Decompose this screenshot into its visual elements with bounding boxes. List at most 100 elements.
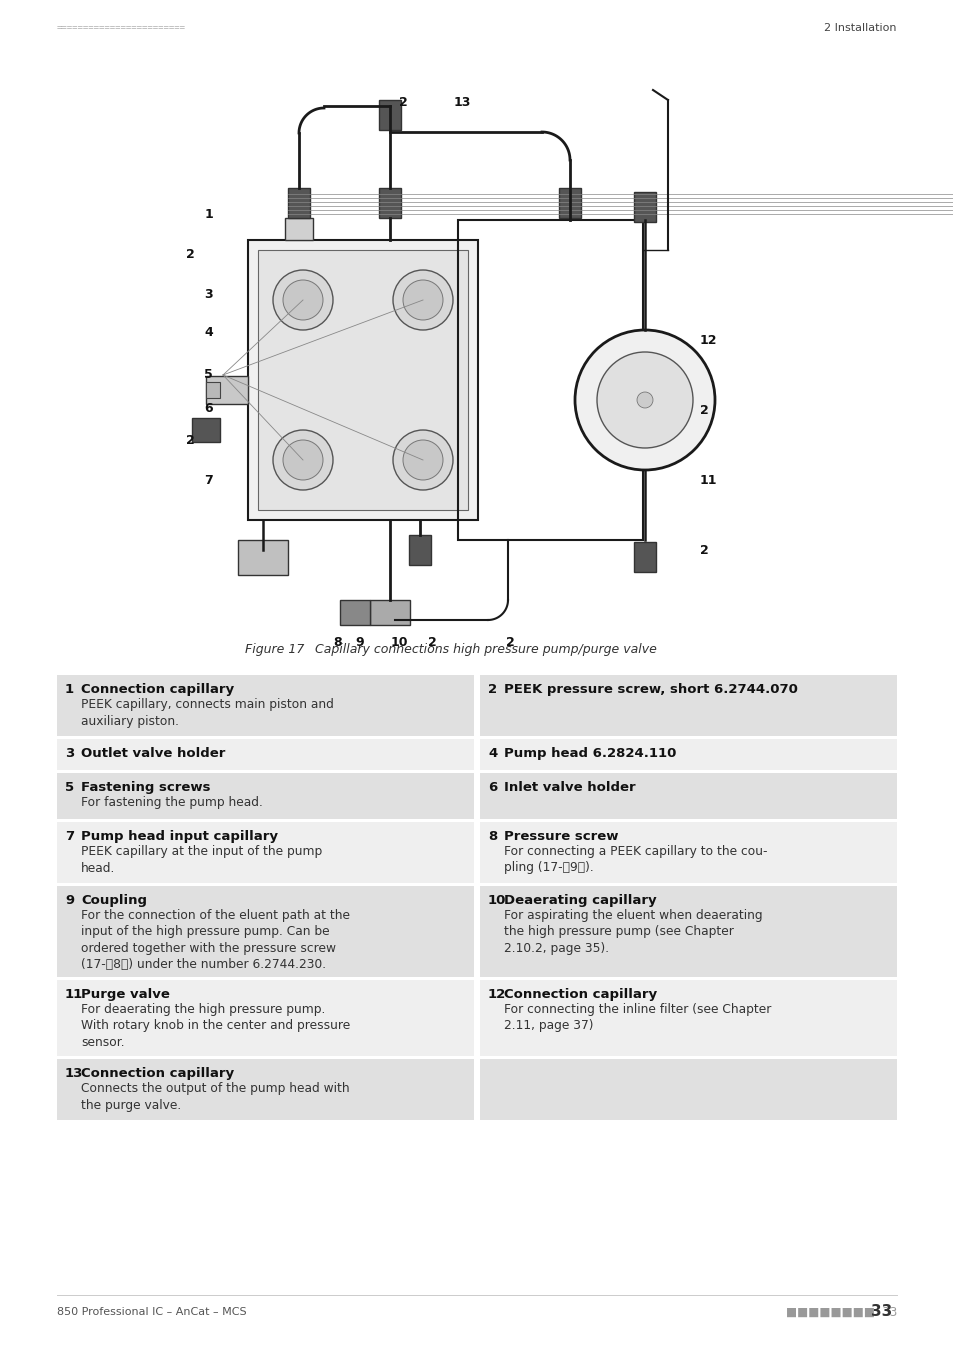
Text: 850 Professional IC – AnCat – MCS: 850 Professional IC – AnCat – MCS <box>57 1307 247 1318</box>
Text: 2: 2 <box>700 404 708 417</box>
Text: 7: 7 <box>204 474 213 486</box>
Text: For deaerating the high pressure pump.
With rotary knob in the center and pressu: For deaerating the high pressure pump. W… <box>81 1003 350 1049</box>
Text: 8: 8 <box>488 830 497 842</box>
Text: 12: 12 <box>488 988 506 1000</box>
Text: Purge valve: Purge valve <box>81 988 170 1000</box>
Text: Figure 17: Figure 17 <box>245 644 304 656</box>
Text: For connecting the inline filter (see Chapter
2.11, page 37): For connecting the inline filter (see Ch… <box>503 1003 771 1033</box>
Circle shape <box>575 329 714 470</box>
Text: 6: 6 <box>488 782 497 794</box>
FancyBboxPatch shape <box>237 540 288 575</box>
Text: Pressure screw: Pressure screw <box>503 830 618 842</box>
Circle shape <box>273 270 333 329</box>
FancyBboxPatch shape <box>479 675 896 736</box>
Text: 1: 1 <box>65 683 74 697</box>
FancyBboxPatch shape <box>378 100 400 130</box>
FancyBboxPatch shape <box>57 980 474 1056</box>
Circle shape <box>273 431 333 490</box>
Text: 6: 6 <box>204 401 213 414</box>
Text: 12: 12 <box>700 333 717 347</box>
Text: PEEK capillary at the input of the pump
head.: PEEK capillary at the input of the pump … <box>81 845 322 875</box>
Text: Connection capillary: Connection capillary <box>81 683 233 697</box>
Text: 13: 13 <box>65 1066 83 1080</box>
Text: 1: 1 <box>204 208 213 221</box>
FancyBboxPatch shape <box>634 192 656 221</box>
Text: 5: 5 <box>65 782 74 794</box>
FancyBboxPatch shape <box>479 822 896 883</box>
FancyBboxPatch shape <box>339 599 370 625</box>
Circle shape <box>393 270 453 329</box>
Text: 10: 10 <box>390 636 407 648</box>
FancyBboxPatch shape <box>288 188 310 217</box>
Text: 2: 2 <box>398 96 407 108</box>
Text: 8: 8 <box>334 636 342 648</box>
Text: Connects the output of the pump head with
the purge valve.: Connects the output of the pump head wit… <box>81 1081 349 1111</box>
Text: 4: 4 <box>204 325 213 339</box>
FancyBboxPatch shape <box>57 675 474 736</box>
Text: PEEK pressure screw, short 6.2744.070: PEEK pressure screw, short 6.2744.070 <box>503 683 797 697</box>
Text: Connection capillary: Connection capillary <box>81 1066 233 1080</box>
Text: Fastening screws: Fastening screws <box>81 782 211 794</box>
Text: 2: 2 <box>488 683 497 697</box>
FancyBboxPatch shape <box>57 774 474 819</box>
Text: 11: 11 <box>65 988 83 1000</box>
Text: For aspirating the eluent when deaerating
the high pressure pump (see Chapter
2.: For aspirating the eluent when deaeratin… <box>503 909 761 954</box>
FancyBboxPatch shape <box>479 774 896 819</box>
Text: For fastening the pump head.: For fastening the pump head. <box>81 796 263 809</box>
FancyBboxPatch shape <box>192 418 220 441</box>
FancyBboxPatch shape <box>409 535 431 566</box>
Text: Inlet valve holder: Inlet valve holder <box>503 782 635 794</box>
FancyBboxPatch shape <box>479 980 896 1056</box>
Text: Deaerating capillary: Deaerating capillary <box>503 894 656 907</box>
FancyBboxPatch shape <box>57 738 474 769</box>
FancyBboxPatch shape <box>558 188 580 217</box>
Text: 2: 2 <box>700 544 708 556</box>
FancyBboxPatch shape <box>257 250 468 510</box>
Text: 2: 2 <box>186 248 194 262</box>
Text: For connecting a PEEK capillary to the cou-
pling (17-9).: For connecting a PEEK capillary to the c… <box>503 845 767 875</box>
FancyBboxPatch shape <box>57 822 474 883</box>
Text: ========================: ======================== <box>57 23 186 32</box>
Text: 3: 3 <box>65 747 74 760</box>
Text: 2: 2 <box>505 636 514 648</box>
Circle shape <box>402 279 442 320</box>
Circle shape <box>637 392 652 408</box>
Circle shape <box>283 279 323 320</box>
Text: 9: 9 <box>355 636 364 648</box>
Text: Capillary connections high pressure pump/purge valve: Capillary connections high pressure pump… <box>314 644 657 656</box>
Text: 4: 4 <box>488 747 497 760</box>
FancyBboxPatch shape <box>206 377 248 404</box>
Text: Connection capillary: Connection capillary <box>503 988 657 1000</box>
FancyBboxPatch shape <box>479 886 896 977</box>
Circle shape <box>283 440 323 481</box>
Circle shape <box>393 431 453 490</box>
FancyBboxPatch shape <box>370 599 410 625</box>
Text: PEEK capillary, connects main piston and
auxiliary piston.: PEEK capillary, connects main piston and… <box>81 698 334 728</box>
Text: Pump head input capillary: Pump head input capillary <box>81 830 277 842</box>
Text: 33: 33 <box>870 1304 891 1319</box>
Text: 2 Installation: 2 Installation <box>823 23 896 32</box>
FancyBboxPatch shape <box>57 1058 474 1120</box>
Text: 5: 5 <box>204 369 213 382</box>
Text: 13: 13 <box>453 96 470 108</box>
Text: 7: 7 <box>65 830 74 842</box>
Text: ■■■■■■■■  33: ■■■■■■■■ 33 <box>785 1305 896 1319</box>
FancyBboxPatch shape <box>479 738 896 769</box>
Circle shape <box>597 352 692 448</box>
Text: 10: 10 <box>488 894 506 907</box>
FancyBboxPatch shape <box>57 886 474 977</box>
FancyBboxPatch shape <box>285 217 313 240</box>
FancyBboxPatch shape <box>378 188 400 217</box>
FancyBboxPatch shape <box>634 541 656 572</box>
FancyBboxPatch shape <box>248 240 477 520</box>
Text: 2: 2 <box>427 636 436 648</box>
Text: Outlet valve holder: Outlet valve holder <box>81 747 225 760</box>
Text: 9: 9 <box>65 894 74 907</box>
Text: 11: 11 <box>700 474 717 486</box>
Text: Coupling: Coupling <box>81 894 147 907</box>
FancyBboxPatch shape <box>479 1058 896 1120</box>
Text: 2: 2 <box>186 433 194 447</box>
FancyBboxPatch shape <box>206 382 220 398</box>
Text: For the connection of the eluent path at the
input of the high pressure pump. Ca: For the connection of the eluent path at… <box>81 909 350 972</box>
Text: Pump head 6.2824.110: Pump head 6.2824.110 <box>503 747 676 760</box>
